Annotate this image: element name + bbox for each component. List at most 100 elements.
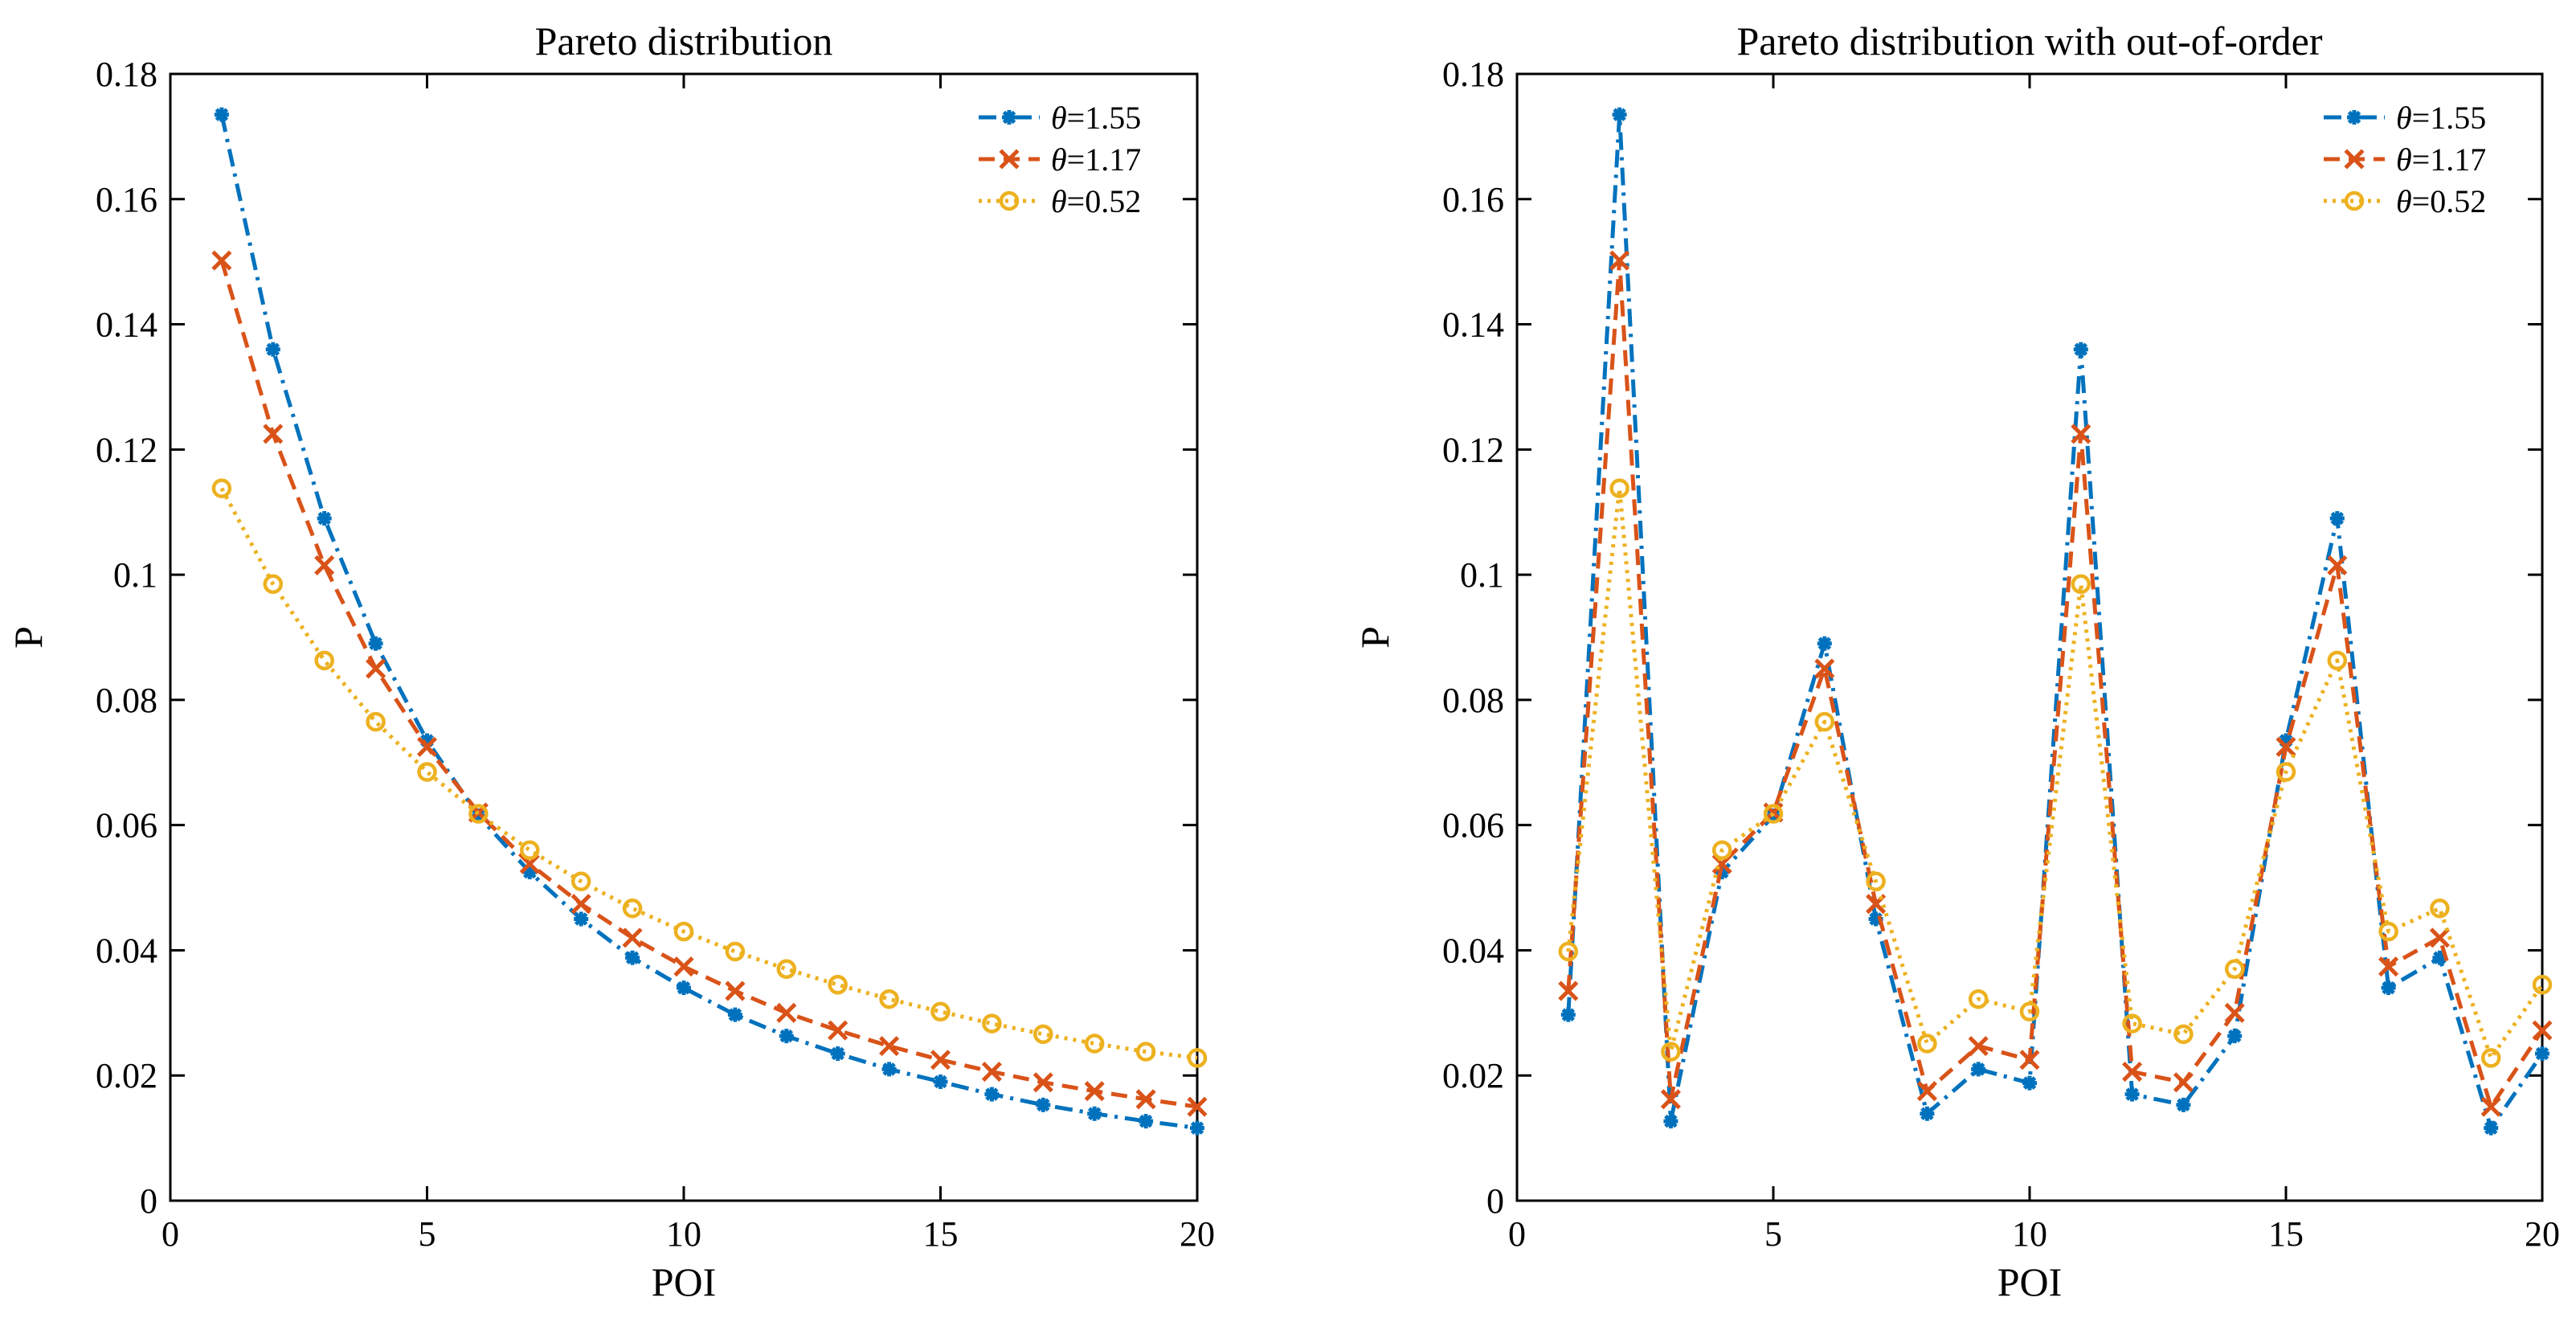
y-tick-label: 0.08 (1442, 681, 1504, 720)
data-point (622, 898, 643, 919)
data-point (2327, 650, 2348, 671)
data-point (2279, 733, 2293, 748)
data-point (2124, 1087, 2140, 1102)
legend-marker (2344, 190, 2365, 211)
data-point (519, 853, 540, 874)
data-point (1663, 1114, 1678, 1129)
x-tick-label: 10 (2012, 1214, 2047, 1254)
y-tick-label: 0.18 (1442, 55, 1504, 94)
data-point (2381, 980, 2396, 996)
data-point (1084, 1081, 1105, 1102)
data-point (1135, 1042, 1156, 1062)
data-point (1190, 1120, 1204, 1136)
y-tick-label: 0.04 (96, 931, 157, 970)
data-point (2224, 1002, 2245, 1023)
data-point (574, 911, 589, 927)
data-point (522, 865, 538, 880)
data-point (930, 1050, 951, 1070)
x-tick-label: 15 (2268, 1214, 2304, 1254)
data-point (2532, 975, 2553, 995)
y-tick-label: 0.02 (96, 1056, 157, 1095)
legend-theta-symbol: θ (1051, 141, 1067, 178)
data-point (570, 894, 591, 915)
legend-theta-value: =1.17 (2412, 141, 2487, 178)
data-point (416, 736, 438, 757)
legend-theta-value: =1.55 (2412, 100, 2487, 136)
legend-theta-value: =0.52 (1067, 183, 1142, 219)
data-point (2019, 1001, 2040, 1022)
data-point (2122, 1013, 2142, 1034)
x-tick-label: 0 (162, 1214, 179, 1254)
data-point (2275, 762, 2296, 782)
data-point (211, 478, 232, 498)
data-point (471, 808, 486, 823)
legend-label: θ=1.17 (2396, 141, 2486, 178)
data-point (984, 1087, 1000, 1102)
data-point (1917, 1034, 1937, 1054)
y-axis-label: P (1352, 626, 1397, 649)
legend-theta-symbol: θ (2396, 100, 2412, 136)
data-point (1609, 250, 1630, 271)
legend-marker (999, 190, 1020, 211)
data-point (214, 107, 229, 122)
series-2 (211, 478, 1208, 1068)
data-point (2019, 1050, 2040, 1070)
data-point (881, 1062, 897, 1077)
data-point (2022, 1075, 2037, 1091)
data-point (1558, 980, 1579, 1001)
data-point (1187, 1096, 1208, 1117)
y-tick-label: 0 (1486, 1181, 1504, 1221)
data-point (1609, 478, 1629, 498)
data-point (468, 804, 489, 824)
left-chart-pareto-distribution: 0 0.02 0.04 0.06 0.08 0.1 0.12 0.14 0.16 0.18 0 5 10… (6, 18, 1215, 1304)
data-point (2224, 959, 2245, 980)
legend-theta-symbol: θ (1051, 183, 1067, 219)
data-point (776, 1002, 797, 1023)
data-point (2480, 1048, 2501, 1068)
data-point (622, 927, 643, 948)
data-point (930, 1001, 951, 1022)
x-tick-label: 0 (1508, 1214, 1526, 1254)
data-point (725, 941, 746, 962)
series-2 (1558, 478, 2553, 1068)
series-line (219, 114, 1198, 1131)
data-point (2429, 927, 2450, 948)
data-point (1612, 107, 1627, 122)
y-tick-label: 0.16 (1442, 180, 1504, 219)
legend-marker (2347, 110, 2361, 125)
y-tick-label: 0.12 (1442, 430, 1504, 469)
data-point (1084, 1034, 1105, 1054)
y-tick-label: 0.14 (96, 305, 157, 345)
legend-theta-value: =1.17 (1067, 141, 1142, 178)
data-point (265, 342, 280, 357)
data-point (520, 840, 540, 861)
data-point (1814, 711, 1835, 732)
legend-marker (999, 149, 1020, 170)
data-point (727, 1007, 742, 1022)
data-point (419, 733, 435, 748)
right-chart-pareto-out-of-order: 0 0.02 0.04 0.06 0.08 0.1 0.12 0.14 0.16 0.18 0 5 10… (1352, 18, 2560, 1304)
y-tick-label: 0.06 (96, 806, 157, 845)
data-point (1763, 804, 1784, 824)
data-point (1560, 1007, 1576, 1022)
legend-marker (1002, 110, 1016, 125)
x-tick-label: 20 (1180, 1214, 1215, 1254)
legend-label: θ=1.17 (1051, 141, 1141, 178)
legend: θ=1.55θ=1.17θ=0.52 (979, 100, 1141, 219)
data-point (828, 1020, 848, 1041)
data-point (2071, 574, 2091, 595)
data-point (2535, 1046, 2549, 1061)
data-point (2484, 1120, 2499, 1136)
y-tick-label: 0.16 (96, 180, 157, 219)
data-point (1033, 1024, 1053, 1045)
data-point (1968, 989, 1989, 1009)
legend-label: θ=1.55 (1051, 100, 1141, 136)
data-point (1971, 1062, 1986, 1077)
x-axis-label: POI (1997, 1259, 2063, 1304)
data-point (879, 1036, 900, 1057)
x-tick-label: 20 (2525, 1214, 2560, 1254)
data-point (725, 980, 746, 1001)
data-point (417, 762, 437, 782)
data-point (1817, 636, 1832, 651)
